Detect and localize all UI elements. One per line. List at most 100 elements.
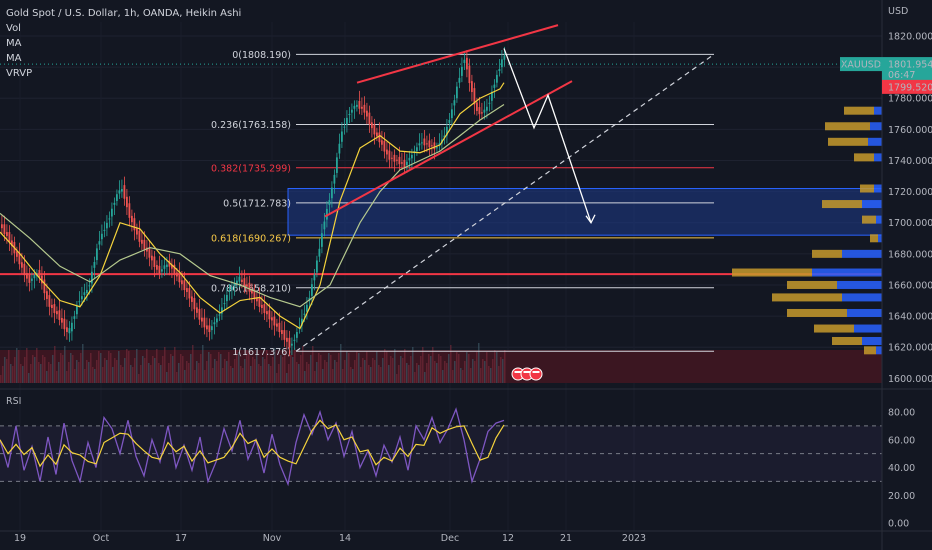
time-tick-label: 2023 <box>622 533 646 544</box>
candle-body <box>193 298 196 310</box>
indicator-ma-1[interactable]: MA <box>6 38 22 49</box>
candle-body <box>263 304 266 314</box>
currency-label: USD <box>888 6 908 17</box>
volume-bar <box>102 367 104 383</box>
candle-body <box>303 313 306 315</box>
candle-body <box>186 288 188 292</box>
volume-bar <box>328 353 330 383</box>
volume-bar <box>92 367 94 383</box>
time-tick-label: 21 <box>560 533 572 544</box>
candle-body <box>498 69 501 72</box>
volume-bar <box>384 349 386 383</box>
volume-bar <box>108 351 110 383</box>
candle-body <box>466 57 468 70</box>
volume-bar <box>502 359 504 383</box>
ma-fast-line <box>0 82 505 330</box>
volume-bar <box>234 359 236 383</box>
volume-bar <box>248 352 250 383</box>
candle-body <box>428 140 431 148</box>
volume-bar <box>258 364 260 383</box>
fib-label: 0.382(1735.299) <box>211 163 291 174</box>
candle-body <box>121 189 123 192</box>
volume-bar <box>442 370 444 383</box>
volume-bar <box>314 371 316 383</box>
volume-bar <box>348 353 350 383</box>
volume-bar <box>332 369 334 383</box>
candle-body <box>388 150 391 160</box>
volume-bar <box>490 368 492 383</box>
volume-bar <box>190 354 192 383</box>
candle-body <box>18 252 21 265</box>
candle-body <box>338 143 341 154</box>
volume-bar <box>278 364 280 383</box>
candle-body <box>483 109 486 113</box>
candle-body <box>221 307 223 314</box>
volume-bar <box>86 360 88 383</box>
volume-bar <box>148 363 150 383</box>
candle-body <box>356 104 358 107</box>
candle-body <box>11 240 13 246</box>
price-tick-label: 1620.000 <box>888 343 932 354</box>
volume-bar <box>10 364 12 383</box>
candle-body <box>253 289 256 300</box>
volume-bar <box>104 358 106 383</box>
indicator-vrvp[interactable]: VRVP <box>6 68 33 79</box>
vrvp-bar-up <box>878 234 882 243</box>
volume-bar <box>150 365 152 383</box>
candle-body <box>473 88 476 105</box>
candle-body <box>228 291 231 293</box>
candle-body <box>453 100 456 106</box>
volume-bar <box>480 368 482 383</box>
candle-body <box>46 291 48 299</box>
level-badge <box>882 79 932 94</box>
indicator-vol[interactable]: Vol <box>6 23 21 34</box>
candle-body <box>486 106 488 111</box>
candle-body <box>361 106 363 109</box>
volume-bar <box>468 354 470 383</box>
candle-body <box>173 264 176 275</box>
volume-bar <box>196 361 198 383</box>
volume-bar <box>298 364 300 383</box>
vrvp-bar-down <box>862 215 876 224</box>
volume-bar <box>264 359 266 383</box>
volume-bar <box>186 361 188 383</box>
candle-body <box>333 174 336 184</box>
volume-bar <box>338 353 340 383</box>
candle-body <box>226 294 228 302</box>
indicator-ma-2[interactable]: MA <box>6 53 22 64</box>
volume-bar <box>458 354 460 383</box>
volume-bar <box>288 364 290 383</box>
vrvp-bar-down <box>772 293 842 302</box>
candle-body <box>216 318 218 323</box>
volume-bar <box>482 359 484 383</box>
candle-body <box>403 159 406 168</box>
volume-bar <box>130 365 132 383</box>
candle-body <box>243 278 246 287</box>
drawings[interactable] <box>295 24 715 381</box>
candle-body <box>456 86 458 99</box>
volume-bar <box>274 348 276 383</box>
volume-bar <box>220 354 222 383</box>
candle-body <box>393 154 396 162</box>
volume-bar <box>472 359 474 383</box>
volume-bar <box>172 356 174 383</box>
volume-bar <box>460 368 462 383</box>
symbol-badge-text: XAUUSD <box>841 60 881 71</box>
volume-bar <box>128 351 130 383</box>
volume-bar <box>390 356 392 383</box>
candle-body <box>256 297 258 302</box>
volume-bar <box>136 349 138 383</box>
candle-body <box>126 196 128 208</box>
volume-bar <box>202 345 204 383</box>
candle-body <box>143 239 146 250</box>
candle-body <box>78 301 81 303</box>
candle-body <box>261 304 263 308</box>
volume-bar <box>372 358 374 383</box>
volume-bar <box>466 352 468 383</box>
candle-body <box>108 218 111 220</box>
volume-bar <box>462 370 464 383</box>
symbol-title[interactable]: Gold Spot / U.S. Dollar, 1h, OANDA, Heik… <box>6 8 242 19</box>
candle-body <box>311 284 313 296</box>
